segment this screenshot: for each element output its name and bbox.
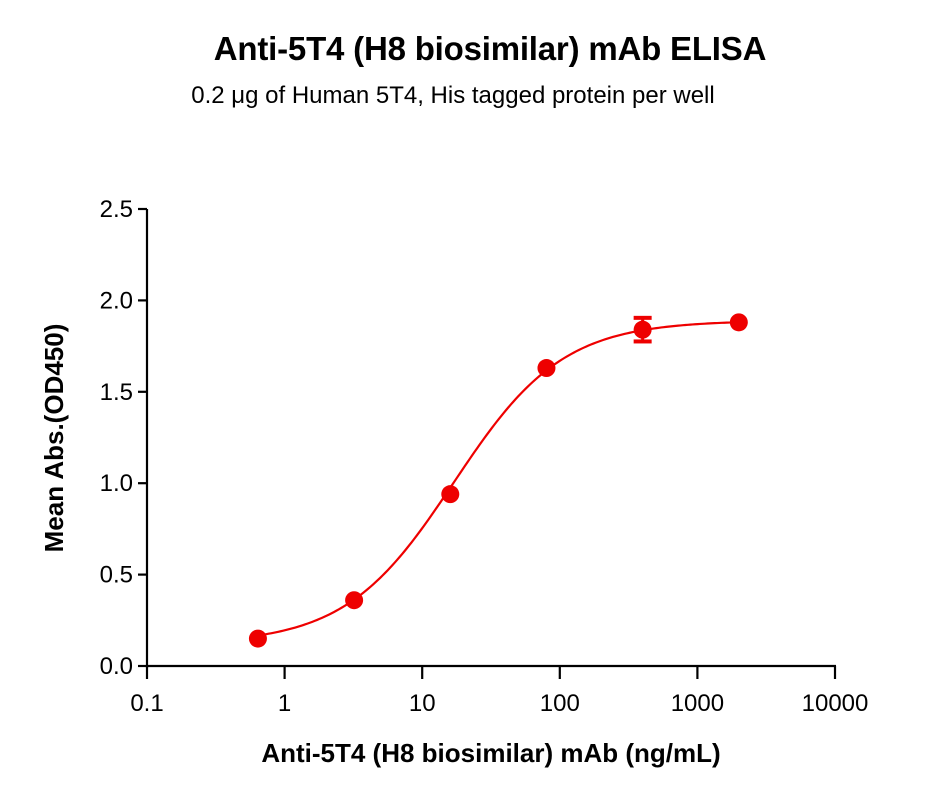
error-bar-cap (633, 339, 652, 344)
y-tick-label: 1.0 (100, 470, 133, 497)
x-tick-label: 0.1 (130, 690, 163, 717)
fit-curve (253, 321, 739, 638)
y-axis-title: Mean Abs.(OD450) (39, 324, 69, 553)
x-tick-label: 1 (278, 690, 291, 717)
data-point (729, 313, 748, 332)
y-tick-label: 1.5 (100, 379, 133, 406)
error-bar-cap (633, 315, 652, 320)
x-tick-label: 10000 (802, 690, 869, 717)
x-tick-label: 1000 (671, 690, 724, 717)
x-tick-label: 10 (409, 690, 436, 717)
chart-subtitle: 0.2 μg of Human 5T4, His tagged protein … (191, 82, 715, 109)
data-point (345, 591, 364, 610)
data-points (248, 313, 748, 648)
x-axis-ticks: 0.1 1 10 100 1000 10000 (130, 666, 868, 717)
chart-title: Anti-5T4 (H8 biosimilar) mAb ELISA (213, 30, 767, 67)
y-tick-label: 0.5 (100, 562, 133, 589)
x-axis-title: Anti-5T4 (H8 biosimilar) mAb (ng/mL) (261, 738, 720, 768)
axes (145, 209, 836, 668)
data-point (633, 320, 652, 339)
data-point (441, 485, 460, 504)
x-tick-label: 100 (540, 690, 580, 717)
y-tick-label: 2.0 (100, 287, 133, 314)
y-axis-ticks: 0.0 0.5 1.0 1.5 2.0 2.5 (100, 196, 147, 680)
y-tick-label: 2.5 (100, 196, 133, 223)
y-tick-label: 0.0 (100, 653, 133, 680)
data-point (537, 359, 556, 378)
data-point (248, 629, 267, 648)
